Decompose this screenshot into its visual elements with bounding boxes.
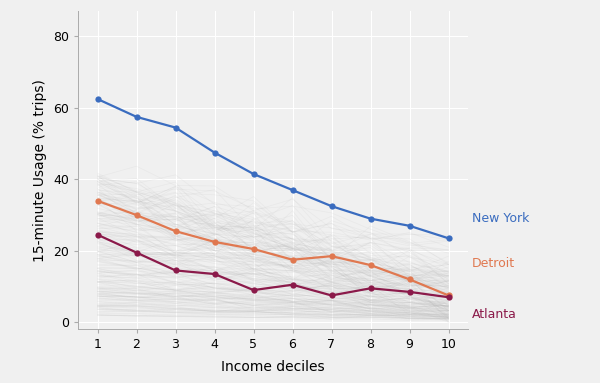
X-axis label: Income deciles: Income deciles [221, 360, 325, 374]
Text: New York: New York [472, 212, 529, 225]
Y-axis label: 15-minute Usage (% trips): 15-minute Usage (% trips) [34, 79, 47, 262]
Text: Atlanta: Atlanta [472, 308, 517, 321]
Text: Detroit: Detroit [472, 257, 515, 270]
